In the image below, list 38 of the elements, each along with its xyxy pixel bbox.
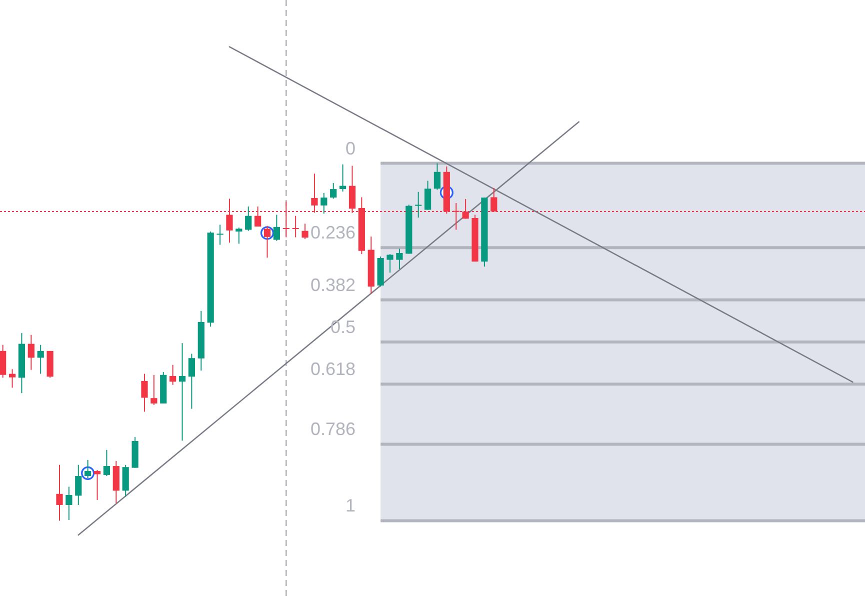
- text: 0: [346, 138, 356, 158]
- candlestick: [66, 486, 72, 520]
- candlestick: [141, 373, 148, 412]
- candlestick: [103, 449, 110, 477]
- candlestick: [424, 180, 432, 210]
- candlestick: [330, 182, 337, 200]
- candlestick: [216, 224, 224, 246]
- candlestick: [302, 223, 308, 240]
- candlestick: [37, 344, 44, 374]
- candlestick: [75, 464, 82, 506]
- annotation: 0.382: [310, 274, 356, 295]
- candlestick: [264, 225, 271, 258]
- candlestick: [292, 215, 299, 238]
- candlestick: [8, 368, 16, 388]
- candlestick: [320, 192, 328, 214]
- candlestick: [56, 464, 63, 522]
- candlestick: [94, 469, 101, 500]
- candlestick: [0, 344, 6, 378]
- annotation: 0.618: [310, 359, 356, 380]
- candlestick: [396, 248, 403, 270]
- annotation: 0.236: [310, 222, 356, 243]
- candlestick: [150, 374, 158, 406]
- candlestick: [178, 342, 186, 442]
- candlestick: [273, 214, 280, 242]
- annotation: 0.786: [310, 419, 356, 440]
- candlestick: [170, 364, 176, 386]
- annotation: 0.5: [330, 317, 356, 337]
- candlestick: [236, 227, 242, 244]
- candlestick: [415, 191, 422, 218]
- annotation: 1: [346, 496, 356, 516]
- candlestick: [84, 459, 92, 479]
- candlestick: [28, 334, 34, 370]
- candlestick: [434, 162, 441, 190]
- candlestick: [245, 206, 252, 232]
- candlestick: [122, 464, 129, 498]
- candlestick: [188, 353, 195, 410]
- candlestick: [386, 254, 394, 274]
- candlestick: [339, 164, 346, 192]
